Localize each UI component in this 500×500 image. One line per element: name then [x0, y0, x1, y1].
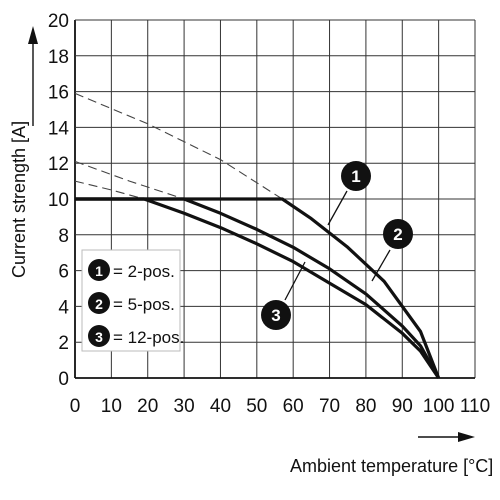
- curve-badge-2: 2: [371, 219, 413, 282]
- x-axis-label: Ambient temperature [°C]: [290, 456, 493, 476]
- curve-callouts: 1 2 3: [261, 161, 413, 330]
- legend-item-1: 1 = 2-pos.: [88, 259, 175, 281]
- derating-curves: [75, 197, 441, 379]
- y-tick-label: 8: [58, 226, 69, 247]
- curve-badge-3: 3: [261, 261, 306, 330]
- legend-badge-number: 2: [95, 296, 103, 312]
- x-tick-label: 10: [101, 396, 122, 417]
- y-axis-arrow: [28, 26, 38, 126]
- x-tick-label: 80: [355, 396, 376, 417]
- y-tick-labels: 0 2 4 6 8 10 12 14 16 18 20: [48, 11, 70, 390]
- x-axis-arrow: [418, 432, 475, 442]
- extrapolated-curves: [74, 92, 283, 200]
- badge-circle: [261, 300, 291, 330]
- x-tick-label: 60: [283, 396, 304, 417]
- legend-badge: [88, 259, 110, 281]
- legend-badge: [88, 325, 110, 347]
- leader-line: [327, 190, 348, 226]
- solid-curve-2: [75, 197, 440, 379]
- legend-badge: [88, 292, 110, 314]
- legend-label: = 5-pos.: [113, 295, 175, 314]
- x-tick-label: 30: [174, 396, 195, 417]
- x-tick-label: 20: [137, 396, 158, 417]
- y-tick-label: 10: [48, 190, 69, 211]
- badge-number: 2: [393, 225, 402, 244]
- y-tick-label: 2: [58, 333, 69, 354]
- legend-item-3: 3 = 12-pos.: [88, 325, 184, 347]
- x-tick-labels: 0 10 20 30 40 50 60 70 80 90 100 110: [70, 396, 490, 417]
- y-tick-label: 16: [48, 83, 69, 104]
- badge-circle: [383, 219, 413, 249]
- y-tick-label: 14: [48, 118, 70, 139]
- legend-label: = 12-pos.: [113, 328, 184, 347]
- dashed-curve-2: [74, 160, 185, 200]
- y-tick-label: 6: [58, 262, 69, 283]
- y-axis-label: Current strength [A]: [9, 121, 29, 278]
- x-tick-label: 110: [460, 396, 490, 417]
- y-tick-label: 12: [48, 154, 69, 175]
- legend-badge-number: 3: [95, 329, 103, 345]
- legend-item-2: 2 = 5-pos.: [88, 292, 175, 314]
- y-tick-label: 18: [48, 47, 69, 68]
- x-tick-label: 0: [70, 396, 81, 417]
- y-tick-label: 4: [58, 297, 69, 318]
- curve-badge-1: 1: [327, 161, 371, 226]
- x-tick-label: 50: [246, 396, 267, 417]
- badge-number: 1: [351, 167, 360, 186]
- leader-line: [371, 249, 391, 282]
- badge-circle: [341, 161, 371, 191]
- legend: 1 = 2-pos. 2 = 5-pos. 3 = 12-pos.: [81, 249, 184, 352]
- x-tick-label: 40: [210, 396, 231, 417]
- x-tick-label: 100: [423, 396, 455, 417]
- solid-curve-3: [75, 197, 440, 379]
- legend-badge-number: 1: [95, 263, 103, 279]
- badge-number: 3: [271, 306, 280, 325]
- solid-curve-1: [75, 197, 441, 379]
- legend-label: = 2-pos.: [113, 262, 175, 281]
- y-tick-label: 20: [48, 11, 69, 32]
- leader-line: [284, 261, 306, 301]
- x-tick-label: 70: [319, 396, 340, 417]
- dashed-curve-3: [74, 180, 145, 200]
- x-tick-label: 90: [392, 396, 413, 417]
- dashed-curve-1: [74, 92, 283, 200]
- y-tick-label: 0: [58, 369, 69, 390]
